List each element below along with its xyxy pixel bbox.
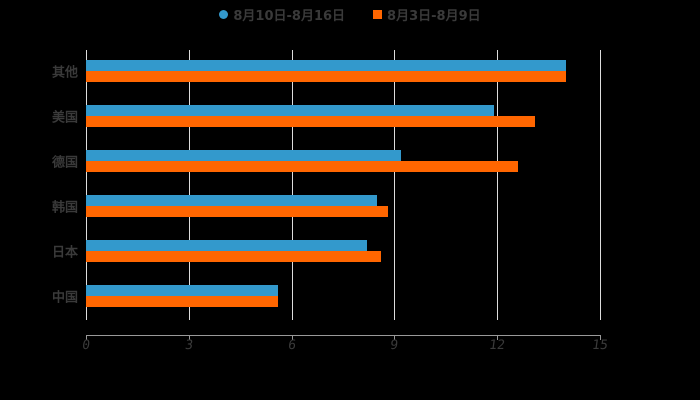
x-tick-label: 3 — [183, 338, 194, 353]
bar[interactable] — [86, 59, 566, 71]
x-tick — [291, 335, 293, 340]
category-label: 日本 — [51, 245, 78, 260]
gridline — [188, 50, 190, 320]
bar[interactable] — [86, 160, 518, 172]
gridline — [394, 50, 396, 320]
x-tick — [600, 335, 601, 340]
bar[interactable] — [86, 70, 566, 82]
x-tick-label: 12 — [488, 338, 507, 353]
x-tick-label: 15 — [591, 338, 609, 353]
legend-label: 8月10日-8月16日 — [233, 8, 346, 24]
category-label: 韩国 — [51, 200, 78, 215]
category-label: 中国 — [51, 290, 78, 305]
gridline — [497, 50, 499, 320]
x-axis — [86, 335, 600, 336]
gridline — [600, 50, 601, 320]
bar[interactable] — [86, 205, 388, 217]
category-label: 美国 — [51, 110, 78, 125]
legend-item-series-1[interactable]: 8月10日-8月16日 — [219, 4, 345, 24]
gridline — [86, 50, 87, 320]
bar[interactable] — [86, 104, 494, 116]
x-tick-label: 9 — [389, 338, 400, 353]
x-tick-label: 6 — [286, 338, 297, 353]
legend-item-series-2[interactable]: 8月3日-8月9日 — [373, 4, 481, 24]
category-label: 德国 — [51, 155, 78, 170]
x-tick — [86, 335, 87, 340]
bar[interactable] — [86, 149, 402, 161]
legend-label: 8月3日-8月9日 — [387, 8, 481, 24]
category-label: 其他 — [51, 65, 78, 80]
legend-circle-icon — [219, 9, 229, 19]
bar[interactable] — [86, 250, 381, 262]
legend-square-icon — [373, 9, 383, 19]
gridline — [291, 50, 293, 320]
bar[interactable] — [86, 295, 278, 307]
x-tick — [188, 335, 190, 340]
bar[interactable] — [86, 115, 535, 127]
bar[interactable] — [86, 239, 367, 251]
x-tick — [394, 335, 396, 340]
x-tick-label: 0 — [81, 338, 91, 353]
chart-legend: 8月10日-8月16日 8月3日-8月9日 — [0, 4, 700, 24]
x-tick — [497, 335, 499, 340]
bar[interactable] — [86, 284, 278, 296]
bar[interactable] — [86, 194, 378, 206]
